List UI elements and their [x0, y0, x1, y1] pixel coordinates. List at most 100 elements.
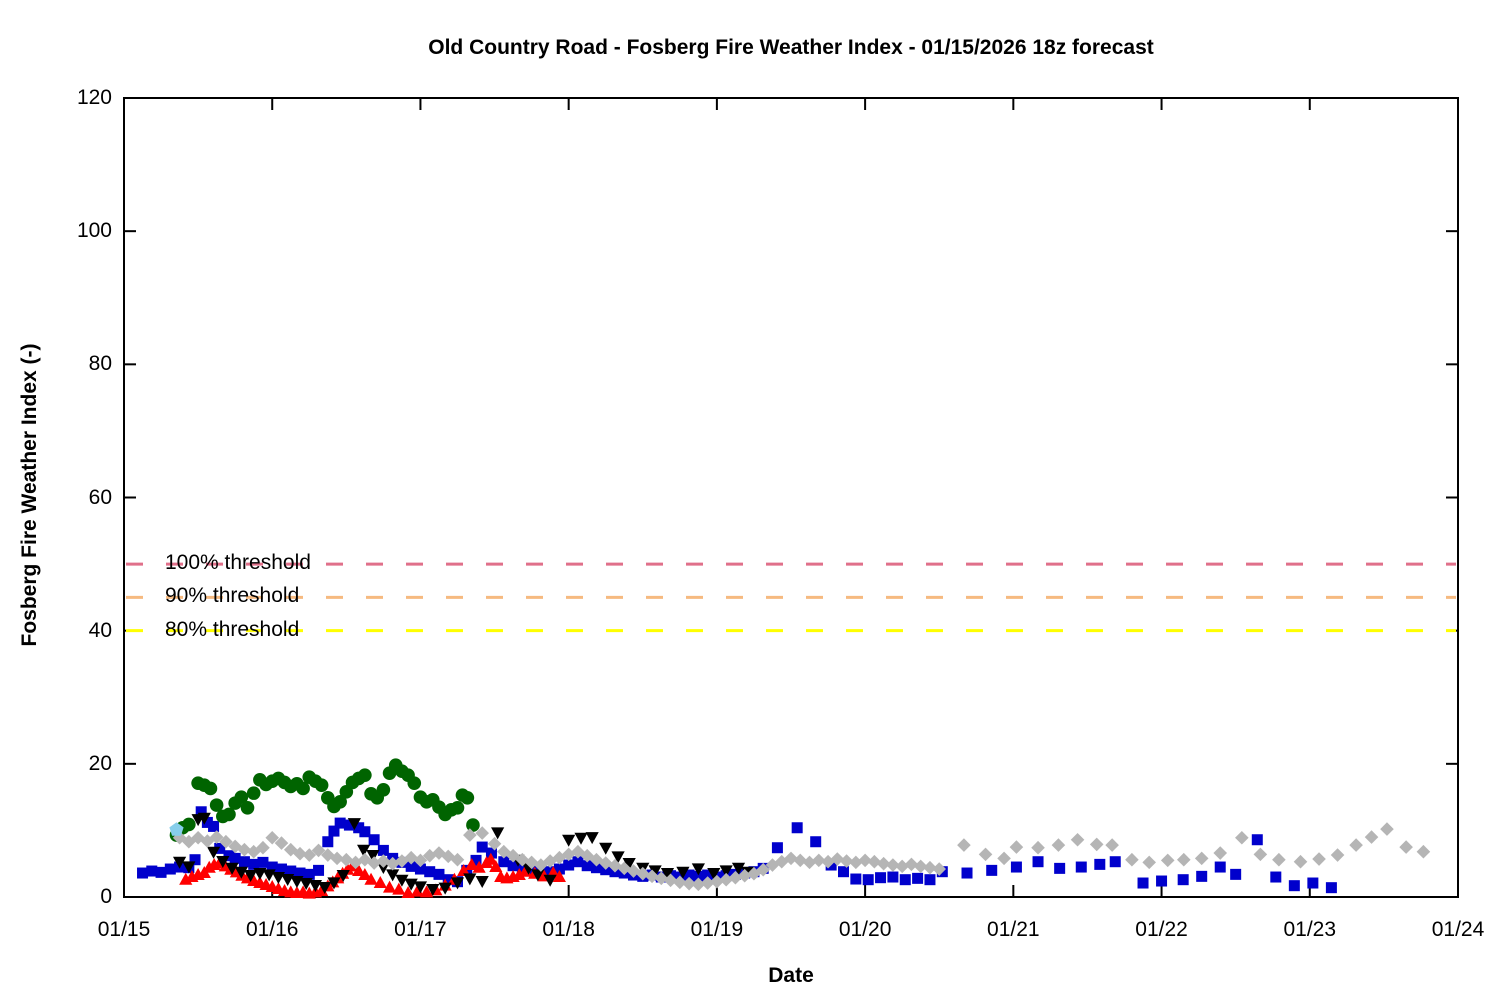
data-point-square: [961, 867, 973, 879]
data-point-triangle-down: [281, 874, 295, 887]
data-point-diamond: [1253, 847, 1268, 862]
data-point-diamond: [830, 852, 845, 866]
data-point-diamond: [876, 856, 891, 871]
data-point-diamond: [265, 830, 280, 845]
data-point-diamond: [728, 870, 743, 885]
y-tick-label: 0: [100, 885, 112, 908]
x-tick-label: 01/20: [838, 918, 892, 941]
data-point-square: [476, 841, 488, 853]
data-point-diamond: [710, 874, 724, 889]
data-point-diamond: [441, 849, 456, 864]
data-point-circle: [240, 800, 255, 815]
data-point-diamond: [1364, 830, 1379, 844]
data-point-diamond: [330, 851, 344, 866]
threshold-label: 80% threshold: [165, 617, 300, 641]
data-point-triangle-down: [216, 856, 230, 869]
data-point-triangle-down: [707, 868, 721, 881]
data-point-square: [850, 873, 862, 885]
data-point-square: [1094, 858, 1106, 870]
data-point-triangle-down: [531, 869, 545, 882]
data-point-diamond: [784, 851, 798, 866]
data-point-square: [1177, 874, 1189, 886]
data-point-diamond: [1330, 848, 1345, 862]
data-point-triangle-down: [206, 846, 221, 859]
data-point-triangle-down: [413, 881, 428, 894]
data-point-diamond: [413, 853, 428, 868]
data-point-diamond: [1089, 837, 1104, 852]
data-point-diamond: [1312, 852, 1326, 866]
data-point-diamond: [932, 862, 947, 876]
data-point-square: [433, 868, 445, 880]
data-point-square: [442, 874, 454, 886]
data-point-triangle-down: [225, 862, 239, 875]
data-point-diamond: [719, 872, 733, 887]
data-point-diamond: [274, 836, 289, 850]
data-point-triangle-up: [512, 868, 526, 881]
data-point-square: [359, 826, 371, 838]
data-point-triangle-down: [327, 877, 341, 890]
data-point-square: [1307, 877, 1319, 889]
data-point-triangle-up: [358, 868, 372, 881]
data-point-triangle-down: [197, 812, 211, 825]
data-point-diamond: [849, 855, 863, 870]
data-point-triangle-up: [552, 870, 567, 883]
data-point-square: [810, 836, 822, 848]
data-point-triangle-down: [376, 862, 390, 875]
data-point-diamond: [302, 848, 317, 862]
data-point-triangle-down: [438, 882, 452, 895]
data-point-square: [294, 867, 306, 879]
x-tick-label: 01/15: [97, 918, 151, 941]
data-point-triangle-down: [719, 865, 733, 878]
data-point-square: [692, 870, 704, 882]
data-point-triangle-down: [172, 856, 187, 869]
data-point-triangle-down: [611, 851, 625, 864]
data-point-diamond: [867, 854, 882, 869]
data-point-square: [1325, 882, 1337, 894]
data-point-triangle-down: [491, 827, 505, 840]
series-gfs-0-125-: [172, 822, 1431, 892]
data-point-diamond: [691, 877, 706, 892]
data-point-triangle-up: [465, 858, 479, 871]
data-point-square: [1075, 861, 1087, 873]
data-point-diamond: [1194, 851, 1209, 866]
data-point-triangle-down: [475, 876, 489, 889]
data-point-triangle-up: [373, 876, 387, 889]
data-point-triangle-down: [463, 873, 477, 886]
data-point-square: [1251, 834, 1263, 846]
data-point-square: [257, 856, 269, 868]
data-point-circle: [376, 783, 391, 797]
data-point-diamond: [1142, 855, 1157, 870]
chart-title: Old Country Road - Fosberg Fire Weather …: [428, 36, 1154, 59]
data-point-square: [590, 862, 602, 874]
data-point-square: [343, 819, 355, 831]
data-point-triangle-down: [271, 872, 285, 885]
x-tick-label: 01/24: [1431, 918, 1485, 941]
data-point-diamond: [895, 859, 909, 874]
data-point-circle: [209, 798, 224, 812]
data-point-triangle-down: [450, 877, 465, 890]
data-point-square: [899, 874, 911, 886]
data-point-square: [1032, 856, 1044, 868]
data-point-triangle-down: [357, 844, 371, 857]
data-point-triangle-down: [562, 834, 576, 847]
data-point-triangle-up: [489, 860, 503, 873]
data-point-triangle-down: [691, 863, 705, 876]
data-point-triangle-up: [484, 852, 498, 865]
data-point-square: [485, 847, 497, 859]
data-point-square: [837, 866, 849, 878]
data-point-diamond: [737, 868, 752, 883]
x-tick-label: 01/16: [245, 918, 299, 941]
data-point-diamond: [1272, 852, 1286, 867]
data-point-square: [924, 874, 936, 886]
data-point-circle: [466, 818, 480, 832]
data-point-diamond: [182, 834, 196, 849]
data-point-square: [146, 865, 158, 877]
data-point-square: [887, 871, 899, 883]
data-point-triangle-up: [457, 864, 471, 877]
data-point-square: [353, 822, 365, 834]
data-point-square: [368, 834, 380, 846]
data-point-circle: [314, 778, 329, 792]
data-point-diamond: [957, 838, 971, 852]
